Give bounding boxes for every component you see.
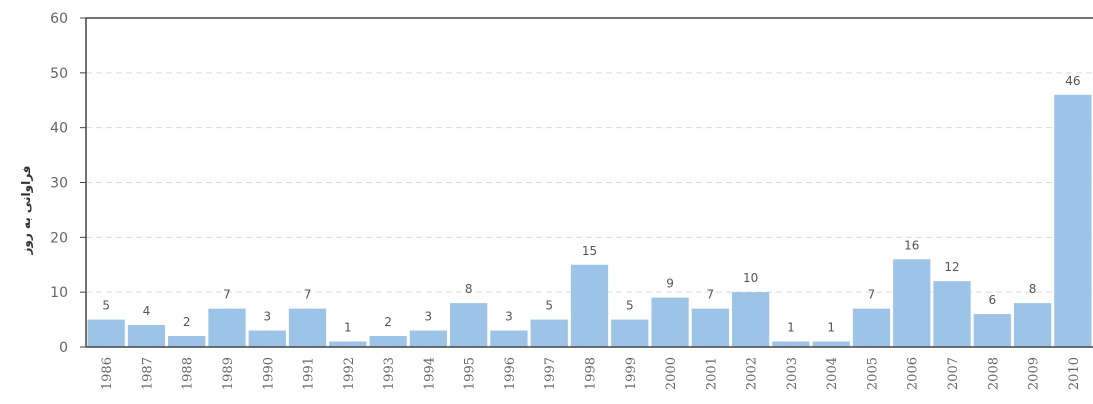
bar-1987 xyxy=(127,325,166,347)
bar-1988 xyxy=(168,336,206,347)
data-label-2002: 10 xyxy=(743,271,758,285)
bar-1998 xyxy=(570,264,609,347)
data-label-1993: 2 xyxy=(384,315,392,329)
x-tick-2002: 2002 xyxy=(745,357,760,390)
x-tick-1991: 1991 xyxy=(302,357,317,390)
bar-1996 xyxy=(490,330,528,347)
y-tick-30: 30 xyxy=(50,176,68,192)
bar-2009 xyxy=(1013,303,1052,347)
y-tick-50: 50 xyxy=(50,66,68,82)
bar-2008 xyxy=(973,314,1011,347)
data-label-1986: 5 xyxy=(102,299,110,313)
x-tick-1987: 1987 xyxy=(140,357,155,390)
data-label-1995: 8 xyxy=(465,282,473,296)
y-tick-20: 20 xyxy=(50,230,68,246)
data-label-2008: 6 xyxy=(988,293,996,307)
data-label-1991: 7 xyxy=(304,288,312,302)
bar-1986 xyxy=(87,319,125,347)
bar-1991 xyxy=(288,308,327,347)
bar-1995 xyxy=(450,303,488,347)
x-tick-2000: 2000 xyxy=(664,357,679,390)
x-tick-2004: 2004 xyxy=(825,357,840,390)
data-label-1987: 4 xyxy=(143,304,151,318)
y-tick-labels: 0 10 20 30 40 50 60 xyxy=(50,11,68,356)
bar-1997 xyxy=(530,319,568,347)
x-tick-1996: 1996 xyxy=(503,357,518,390)
data-label-2009: 8 xyxy=(1029,282,1037,296)
x-tick-2003: 2003 xyxy=(785,357,800,390)
data-label-2010: 46 xyxy=(1065,74,1080,88)
data-label-1994: 3 xyxy=(425,310,433,324)
bar-1999 xyxy=(611,319,649,347)
bar-2006 xyxy=(893,259,931,347)
data-label-1990: 3 xyxy=(263,310,271,324)
x-tick-2006: 2006 xyxy=(906,357,921,390)
x-tick-2007: 2007 xyxy=(946,357,961,390)
y-tick-0: 0 xyxy=(59,340,68,356)
x-tick-2008: 2008 xyxy=(986,357,1001,390)
data-label-2001: 7 xyxy=(707,288,715,302)
x-tick-1993: 1993 xyxy=(382,357,397,390)
x-tick-1986: 1986 xyxy=(100,357,115,390)
x-tick-1998: 1998 xyxy=(584,357,599,390)
data-label-1988: 2 xyxy=(183,315,191,329)
y-tick-40: 40 xyxy=(50,121,68,137)
x-tick-1992: 1992 xyxy=(342,357,357,390)
x-tick-labels: 1986 1987 1988 1989 1990 1991 1992 1993 1994 1995… xyxy=(100,357,1082,390)
bar-1994 xyxy=(409,330,448,347)
grid-lines xyxy=(86,72,1093,293)
data-label-1992: 1 xyxy=(344,321,352,335)
bar-1990 xyxy=(248,330,286,347)
bar-2010 xyxy=(1054,94,1092,348)
data-label-1999: 5 xyxy=(626,299,634,313)
x-tick-1994: 1994 xyxy=(422,357,437,390)
data-label-2000: 9 xyxy=(666,277,674,291)
bar-1992 xyxy=(329,341,367,347)
bar-2000 xyxy=(651,297,689,347)
bar-2004 xyxy=(812,341,850,347)
data-label-2003: 1 xyxy=(787,321,795,335)
data-label-2007: 12 xyxy=(944,260,959,274)
data-label-1989: 7 xyxy=(223,288,231,302)
y-tick-60: 60 xyxy=(50,11,68,27)
bar-2007 xyxy=(933,281,971,347)
x-tick-1990: 1990 xyxy=(261,357,276,390)
data-label-1996: 3 xyxy=(505,310,513,324)
x-tick-1999: 1999 xyxy=(624,357,639,390)
x-tick-1988: 1988 xyxy=(181,357,196,390)
bar-2002 xyxy=(731,292,770,347)
bars xyxy=(87,94,1092,348)
data-label-1998: 15 xyxy=(582,244,597,258)
data-label-2006: 16 xyxy=(904,238,919,252)
data-label-1997: 5 xyxy=(545,299,553,313)
axes xyxy=(80,17,1093,348)
y-tick-10: 10 xyxy=(50,285,68,301)
bar-2003 xyxy=(772,341,810,347)
bar-2001 xyxy=(691,308,729,347)
x-tick-1997: 1997 xyxy=(543,357,558,390)
bar-1989 xyxy=(208,308,246,347)
bar-2005 xyxy=(852,308,891,347)
data-label-2004: 1 xyxy=(827,321,835,335)
x-tick-1989: 1989 xyxy=(221,357,236,390)
x-tick-2010: 2010 xyxy=(1067,357,1082,390)
x-tick-2005: 2005 xyxy=(865,357,880,390)
x-tick-2009: 2009 xyxy=(1027,357,1042,390)
y-axis-label: فراوانی به روز xyxy=(19,165,34,255)
data-label-2005: 7 xyxy=(868,288,876,302)
x-tick-1995: 1995 xyxy=(463,357,478,390)
x-tick-2001: 2001 xyxy=(704,357,719,390)
bar-1993 xyxy=(369,336,407,347)
